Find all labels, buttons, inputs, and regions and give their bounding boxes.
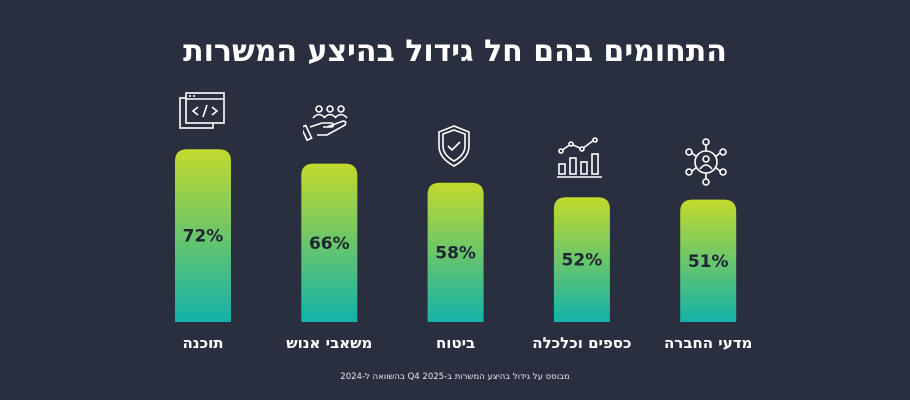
category-label: כספים וכלכלה: [532, 334, 632, 352]
value-label: 51%: [688, 252, 729, 272]
value-label: 52%: [562, 251, 603, 271]
network-user-icon: [684, 138, 732, 186]
bar-1: [301, 163, 358, 322]
value-label: 66%: [309, 234, 350, 254]
code-window-icon: [179, 92, 227, 140]
category-label: מדעי החברה: [663, 334, 753, 352]
bar-4: [680, 199, 737, 322]
footnote: מבוסס על גידול בהיצע המשרות ב-Q4 2025 בה…: [340, 372, 570, 382]
bar-0: [175, 149, 231, 322]
category-label: ביטוח: [435, 334, 476, 352]
shield-check-icon: [436, 124, 484, 172]
category-label: משאבי אנוש: [286, 334, 373, 352]
chart-title: התחומים בהם חל גידול בהיצע המשרות: [183, 34, 727, 69]
bar-2: [427, 182, 484, 322]
bar-3: [553, 197, 610, 322]
value-label: 58%: [435, 243, 476, 263]
value-label: 72%: [183, 227, 224, 247]
hand-people-icon: [300, 104, 351, 152]
category-label: תוכנה: [182, 334, 224, 352]
bar-chart-trend-icon: [556, 134, 604, 182]
